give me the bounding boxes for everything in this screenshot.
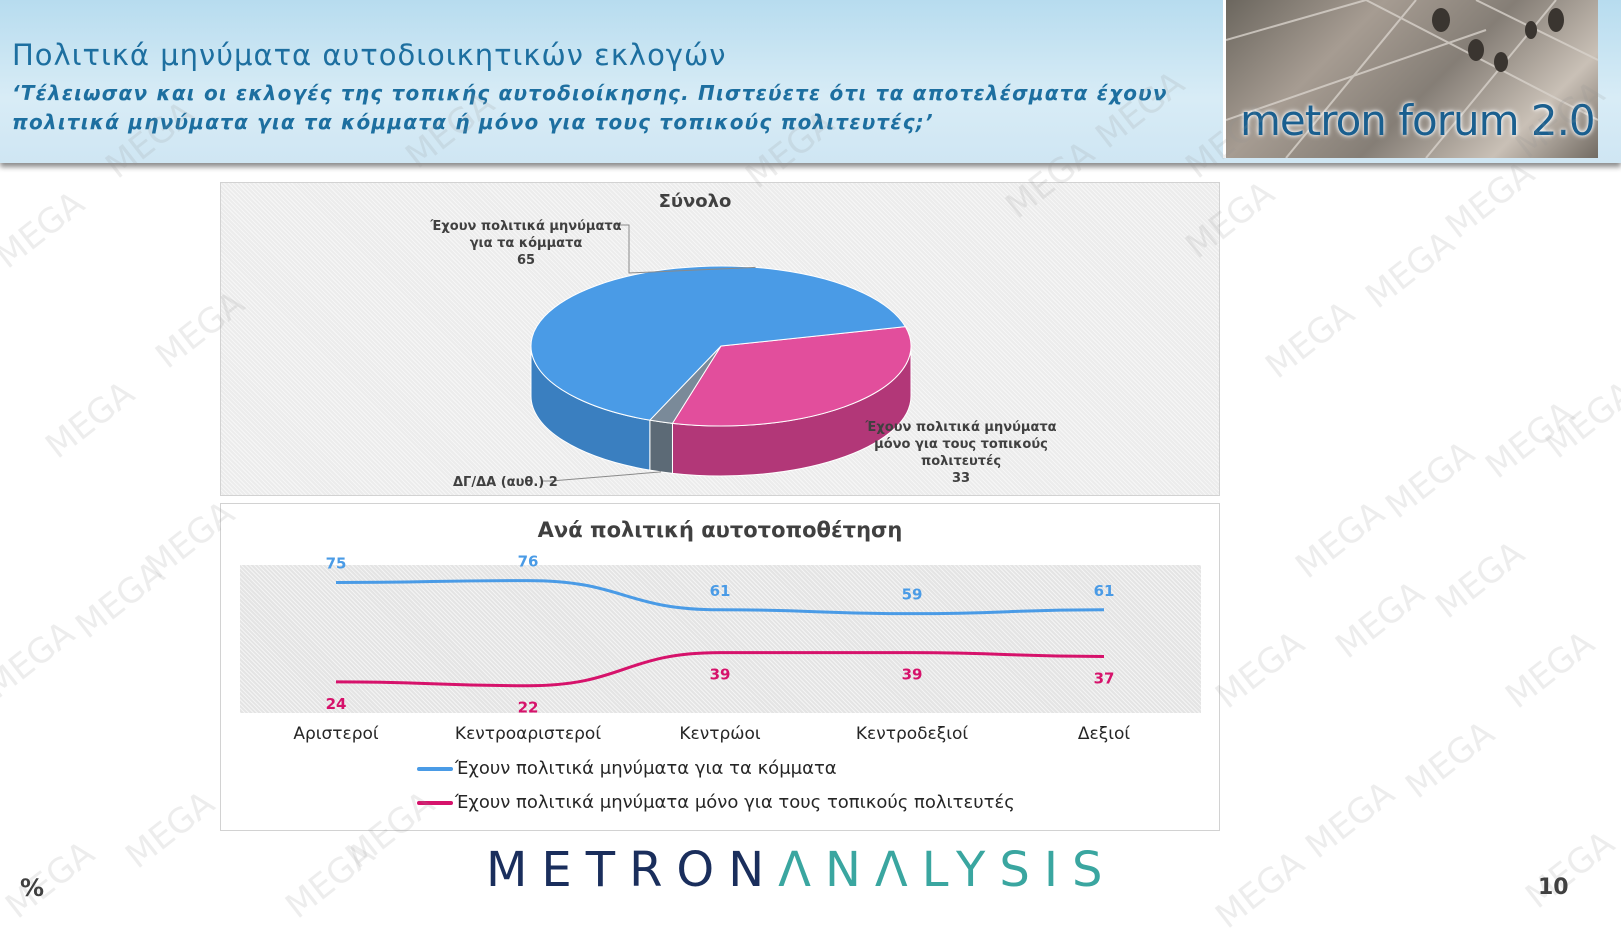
watermark: MEGA (1258, 293, 1363, 387)
watermark: MEGA (1428, 533, 1533, 627)
metron-forum-logo: metron forum 2.0 (1223, 0, 1598, 158)
pie-label-dk-value: 2 (548, 475, 558, 490)
data-label-s1-4: 37 (1094, 670, 1115, 688)
metron-analysis-logo: METRONΛNΛLYSIS (486, 842, 1116, 898)
watermark: MEGA (1328, 573, 1433, 667)
pie-label-dk: ΔΓ/ΔΑ (αυθ.) 2 (453, 474, 558, 491)
x-axis-label: Δεξιοί (1077, 724, 1131, 744)
legend-item-local: Έχουν πολιτικά μηνύματα μόνο για τους το… (417, 792, 1015, 813)
pie-label-parties-text: Έχουν πολιτικά μηνύματα για τα κόμματα (430, 219, 622, 251)
data-label-s1-3: 39 (902, 666, 923, 684)
series-line-0 (335, 579, 1105, 616)
pie-slice-side (649, 419, 673, 474)
x-axis-label: Κεντρώοι (679, 724, 761, 744)
data-label-s0-0: 75 (326, 555, 347, 573)
survey-question: ‘Τέλειωσαν και οι εκλογές της τοπικής αυ… (12, 81, 1168, 134)
brand-part1: METRON (486, 842, 779, 898)
data-label-s0-3: 59 (902, 586, 923, 604)
watermark: MEGA (1298, 773, 1403, 867)
data-label-s1-1: 22 (518, 699, 539, 717)
data-label-s0-1: 76 (518, 553, 539, 571)
watermark: MEGA (1378, 433, 1483, 527)
line-chart-title: Ανά πολιτική αυτοτοποθέτηση (537, 518, 903, 542)
watermark: MEGA (1398, 713, 1503, 807)
pie-chart (530, 224, 912, 482)
data-label-s1-0: 24 (326, 695, 347, 713)
watermark: MEGA (1438, 153, 1543, 247)
watermark: MEGA (68, 553, 173, 647)
watermark: MEGA (1498, 623, 1603, 717)
watermark: MEGA (1478, 393, 1583, 487)
watermark: MEGA (278, 833, 383, 927)
watermark: MEGA (1208, 623, 1313, 717)
pie-slice (530, 265, 907, 421)
watermark: MEGA (118, 783, 223, 877)
pie-chart-title: Σύνολο (658, 191, 732, 212)
watermark: MEGA (0, 613, 83, 707)
watermark: MEGA (0, 833, 103, 927)
pie-slice (671, 326, 912, 427)
x-axis-label: Κεντροδεξιοί (855, 724, 969, 744)
pie-label-parties-value: 65 (516, 253, 536, 268)
pie-label-dk-text: ΔΓ/ΔΑ (αυθ.) (453, 475, 545, 490)
data-label-s0-2: 61 (710, 582, 731, 600)
brand-part2: ΛNΛLYSIS (778, 842, 1117, 898)
pie-label-local-text: Έχουν πολιτικά μηνύματα μόνο για τους το… (865, 420, 1057, 469)
leader-line-dk (543, 471, 662, 482)
watermark: MEGA (0, 183, 93, 277)
pie-label-parties: Έχουν πολιτικά μηνύματα για τα κόμματα 6… (426, 218, 626, 269)
pie-label-local-value: 33 (951, 471, 971, 486)
line-chart: 75 76 61 59 61 24 22 39 39 37 (326, 553, 1115, 717)
legend-label-local: Έχουν πολιτικά μηνύματα μόνο για τους το… (455, 792, 1015, 813)
data-label-s1-2: 39 (710, 666, 731, 684)
x-axis-label: Κεντροαριστεροί (454, 724, 602, 744)
watermark: MEGA (1538, 373, 1621, 467)
x-axis-label: Αριστεροί (293, 724, 379, 744)
legend-label-parties: Έχουν πολιτικά μηνύματα για τα κόμματα (455, 758, 837, 779)
line-plot-area (240, 565, 1201, 713)
series-line-1 (335, 651, 1105, 688)
pie-label-local: Έχουν πολιτικά μηνύματα μόνο για τους το… (861, 419, 1061, 487)
page-number: 10 (1538, 875, 1569, 900)
watermark: MEGA (1518, 823, 1621, 917)
logo-background-graphic (1226, 0, 1598, 158)
line-chart-panel: Ανά πολιτική αυτοτοποθέτηση 75 76 61 59 61 24… (220, 503, 1220, 831)
pie-chart-panel: Σύνολο Έχουν πολιτικά μηνύματα για τα κό… (220, 182, 1220, 496)
legend-item-parties: Έχουν πολιτικά μηνύματα για τα κόμματα (417, 758, 837, 779)
legend-swatch-local (417, 801, 453, 805)
legend-swatch-parties (417, 767, 453, 771)
unit-label: % (20, 874, 45, 902)
page-title: Πολιτικά μηνύματα αυτοδιοικητικών εκλογώ… (12, 38, 727, 72)
logo-text: metron forum 2.0 (1240, 96, 1596, 145)
watermark: MEGA (1358, 223, 1463, 317)
watermark: MEGA (1288, 493, 1393, 587)
slide-header: Πολιτικά μηνύματα αυτοδιοικητικών εκλογώ… (0, 0, 1621, 163)
leader-line-parties (616, 224, 756, 274)
watermark: MEGA (1208, 843, 1313, 937)
data-label-s0-4: 61 (1094, 582, 1115, 600)
watermark: MEGA (38, 373, 143, 467)
